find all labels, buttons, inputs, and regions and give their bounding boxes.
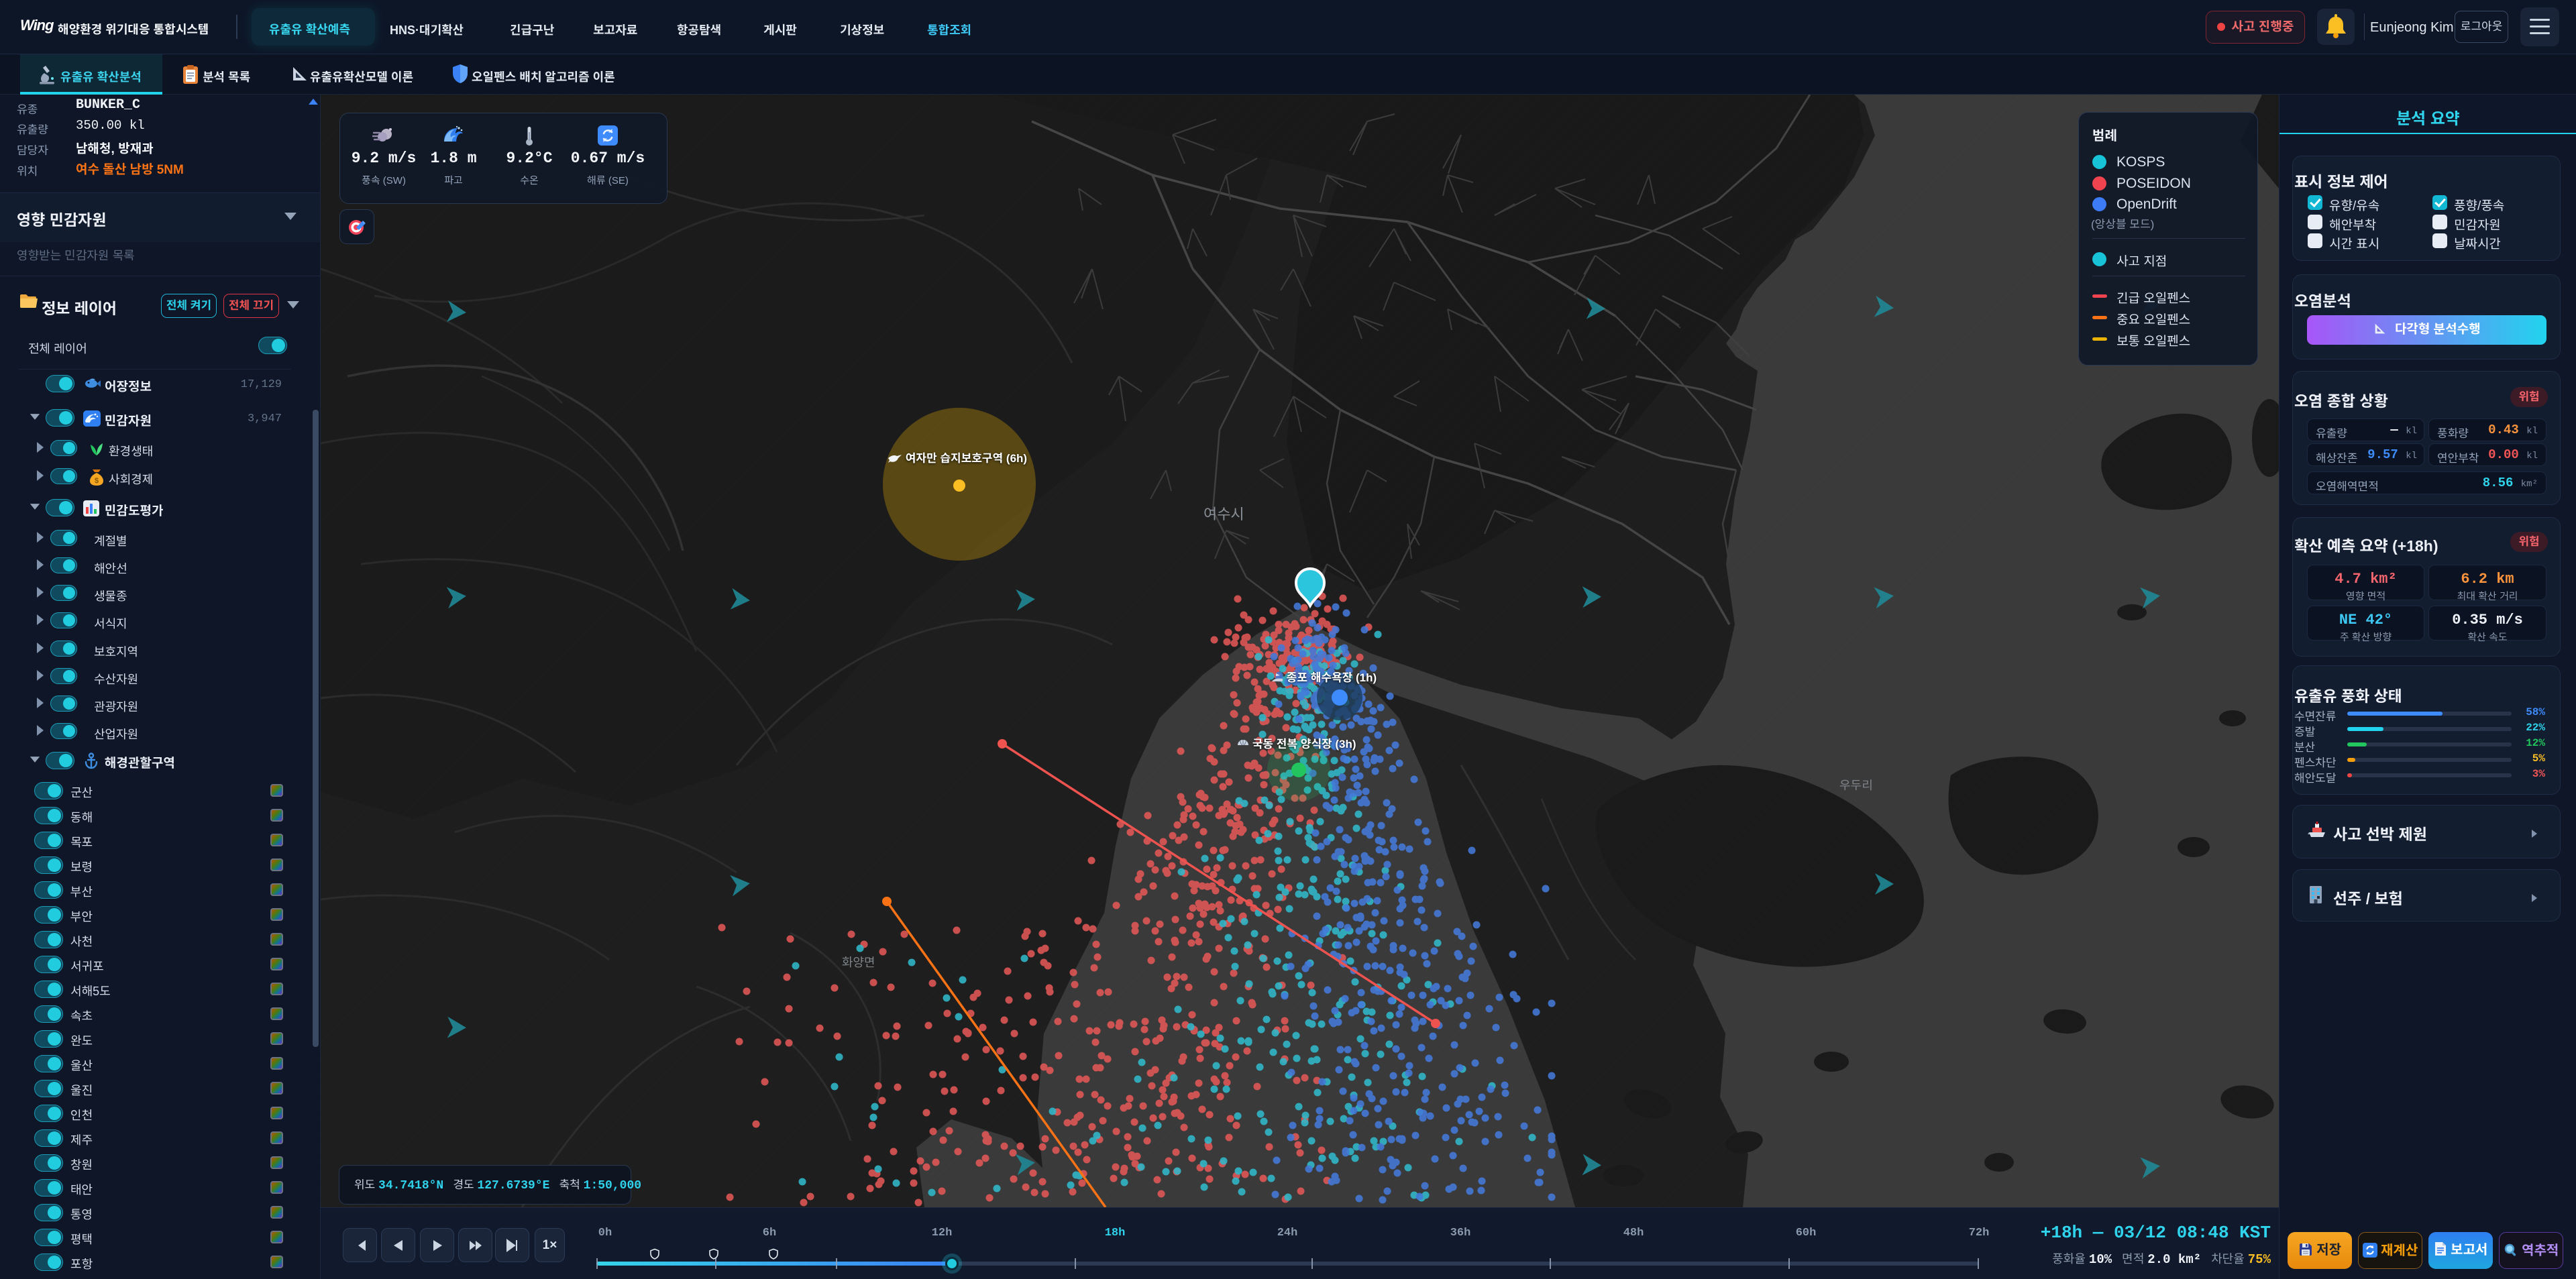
svg-text:$: $ bbox=[95, 477, 99, 485]
